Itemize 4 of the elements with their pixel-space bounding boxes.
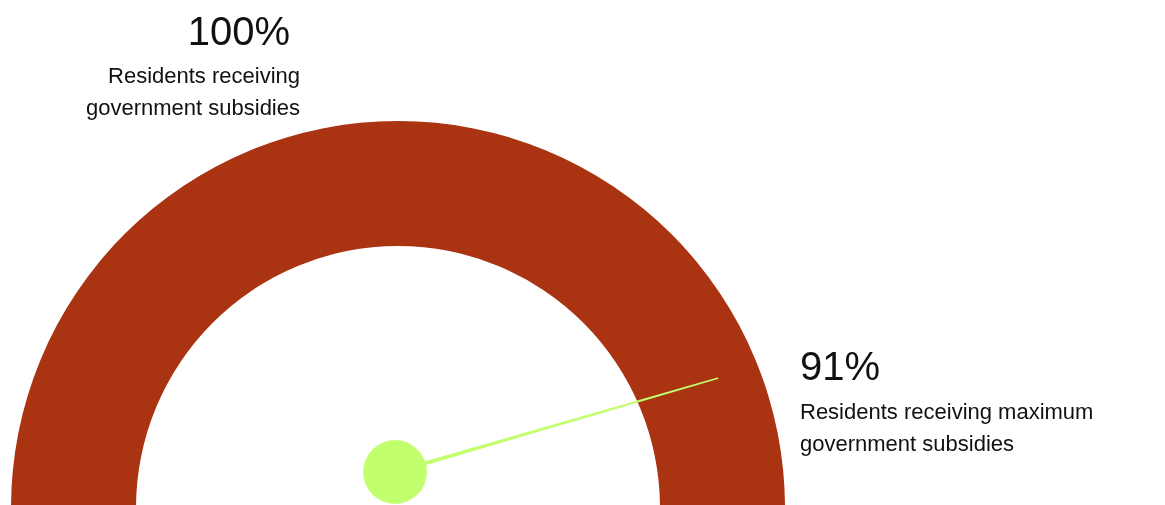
category-label: Residents receiving government subsidies [85,63,300,120]
data-label: 91% [800,344,881,388]
category-label: Residents receiving maximum government subsidies [800,399,1094,456]
data-label: 100% [187,9,290,53]
